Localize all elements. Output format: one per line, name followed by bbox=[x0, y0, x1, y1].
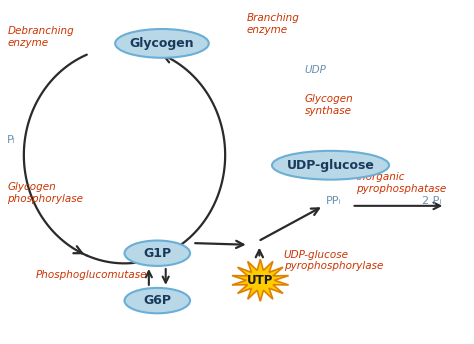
Text: Pᵢ: Pᵢ bbox=[7, 135, 15, 145]
Text: PPᵢ: PPᵢ bbox=[326, 196, 341, 206]
Text: UDP-glucose
pyrophosphorylase: UDP-glucose pyrophosphorylase bbox=[284, 250, 383, 271]
Text: Debranching
enzyme: Debranching enzyme bbox=[8, 26, 74, 48]
Text: 2 Pᵢ: 2 Pᵢ bbox=[422, 196, 441, 206]
Text: Glycogen: Glycogen bbox=[130, 37, 194, 50]
Ellipse shape bbox=[125, 240, 190, 266]
Text: Glycogen
phosphorylase: Glycogen phosphorylase bbox=[8, 182, 83, 204]
Text: UDP-glucose: UDP-glucose bbox=[287, 159, 374, 172]
Text: Branching
enzyme: Branching enzyme bbox=[246, 13, 299, 34]
Text: UTP: UTP bbox=[247, 274, 273, 287]
Text: G1P: G1P bbox=[143, 247, 171, 260]
Ellipse shape bbox=[115, 29, 209, 58]
Ellipse shape bbox=[125, 288, 190, 313]
Text: Inorganic
pyrophosphatase: Inorganic pyrophosphatase bbox=[356, 172, 447, 194]
Text: G6P: G6P bbox=[143, 294, 171, 307]
Polygon shape bbox=[232, 259, 289, 301]
Text: UDP: UDP bbox=[305, 65, 327, 75]
Text: Phosphoglucomutase: Phosphoglucomutase bbox=[36, 270, 147, 280]
Text: Glycogen
synthase: Glycogen synthase bbox=[305, 94, 354, 116]
Ellipse shape bbox=[272, 151, 389, 180]
